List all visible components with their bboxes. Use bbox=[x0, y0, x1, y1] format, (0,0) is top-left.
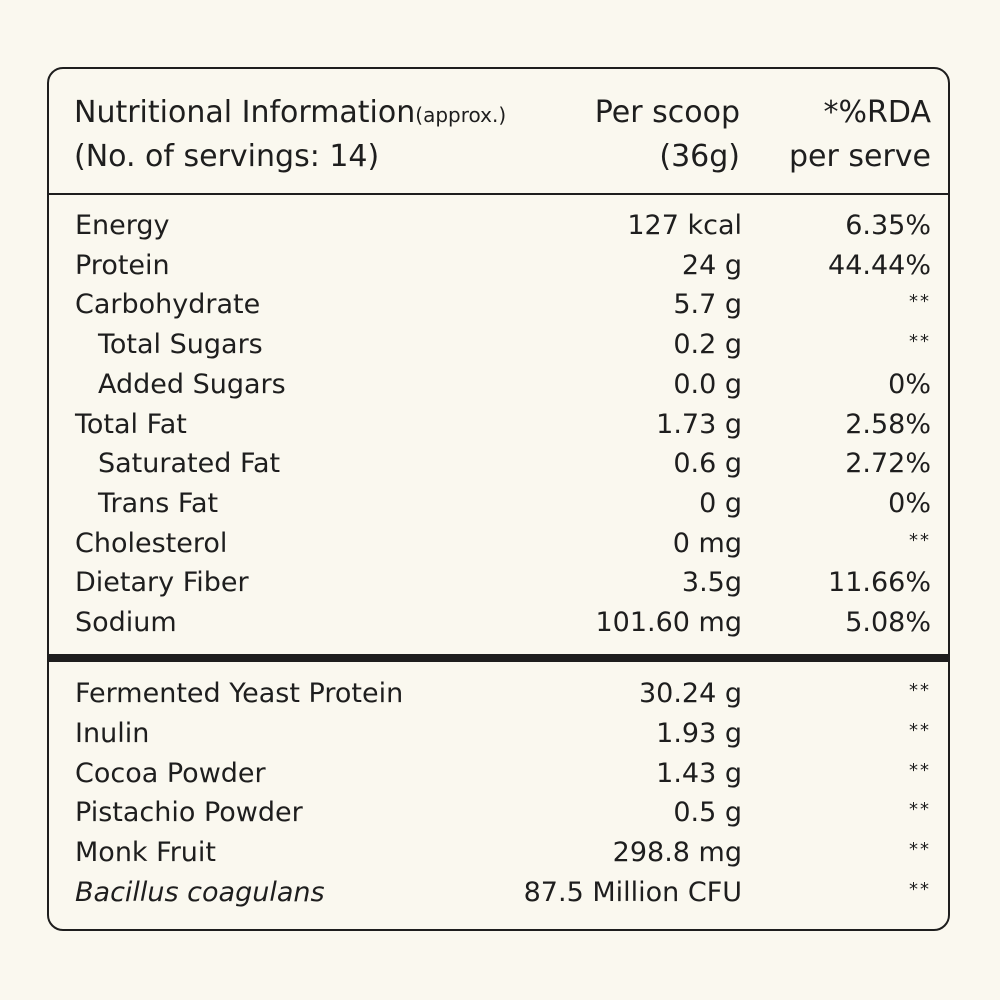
table-row: Fermented Yeast Protein 30.24 g ** bbox=[49, 674, 948, 714]
nutrient-rda: 44.44% bbox=[828, 250, 931, 281]
ingredient-label: Pistachio Powder bbox=[75, 797, 303, 828]
nutrient-value: 0 g bbox=[699, 488, 742, 519]
ingredient-value: 1.93 g bbox=[656, 718, 742, 749]
nutrient-label: Dietary Fiber bbox=[75, 567, 249, 598]
nutrient-value: 101.60 mg bbox=[595, 607, 743, 638]
nutrient-rda: 0% bbox=[888, 369, 931, 400]
nutrient-value: 1.73 g bbox=[656, 409, 742, 440]
table-row: Dietary Fiber 3.5g 11.66% bbox=[49, 563, 948, 603]
table-row: Saturated Fat 0.6 g 2.72% bbox=[49, 444, 948, 484]
nutrient-label: Protein bbox=[75, 250, 170, 281]
nutrient-label: Cholesterol bbox=[75, 528, 228, 559]
ingredient-rda: ** bbox=[909, 680, 931, 701]
table-row: Cholesterol 0 mg ** bbox=[49, 524, 948, 564]
ingredient-rda: ** bbox=[909, 839, 931, 860]
table-row: Total Fat 1.73 g 2.58% bbox=[49, 405, 948, 445]
table-row: Total Sugars 0.2 g ** bbox=[49, 325, 948, 365]
ingredient-label: Cocoa Powder bbox=[75, 758, 266, 789]
header-serving-size: (36g) bbox=[659, 139, 740, 174]
nutrient-rda: 2.72% bbox=[845, 448, 931, 479]
header-per-scoop: Per scoop bbox=[594, 95, 740, 130]
header-rda: *%RDA bbox=[823, 95, 931, 130]
ingredient-label: Bacillus coagulans bbox=[75, 877, 325, 908]
nutrient-rda: ** bbox=[909, 530, 931, 551]
header-title-suffix: (approx.) bbox=[415, 103, 507, 127]
table-row: Carbohydrate 5.7 g ** bbox=[49, 285, 948, 325]
ingredient-rda: ** bbox=[909, 720, 931, 741]
table-row: Monk Fruit 298.8 mg ** bbox=[49, 833, 948, 873]
table-row: Cocoa Powder 1.43 g ** bbox=[49, 754, 948, 794]
nutrition-panel: Nutritional Information(approx.) (No. of… bbox=[47, 67, 950, 931]
nutrient-value: 0.0 g bbox=[673, 369, 742, 400]
nutrient-value: 24 g bbox=[681, 250, 742, 281]
nutrient-label: Total Sugars bbox=[98, 329, 263, 360]
nutrient-value: 0.6 g bbox=[673, 448, 742, 479]
ingredient-label: Fermented Yeast Protein bbox=[75, 678, 404, 709]
nutrient-rda: 6.35% bbox=[845, 210, 931, 241]
table-row: Added Sugars 0.0 g 0% bbox=[49, 365, 948, 405]
ingredient-rda: ** bbox=[909, 879, 931, 900]
header-servings: (No. of servings: 14) bbox=[74, 139, 380, 174]
nutrient-value: 127 kcal bbox=[627, 210, 742, 241]
ingredient-value: 87.5 Million CFU bbox=[523, 877, 742, 908]
nutrient-rda: 2.58% bbox=[845, 409, 931, 440]
ingredient-rda: ** bbox=[909, 799, 931, 820]
ingredient-value: 1.43 g bbox=[656, 758, 742, 789]
nutrient-label: Trans Fat bbox=[98, 488, 219, 519]
table-row: Bacillus coagulans 87.5 Million CFU ** bbox=[49, 873, 948, 913]
nutrient-rda: ** bbox=[909, 291, 931, 312]
table-header: Nutritional Information(approx.) (No. of… bbox=[49, 69, 948, 195]
ingredient-label: Inulin bbox=[75, 718, 150, 749]
ingredient-value: 0.5 g bbox=[673, 797, 742, 828]
ingredient-value: 298.8 mg bbox=[612, 837, 742, 868]
header-per-serve: per serve bbox=[788, 139, 931, 174]
table-row: Protein 24 g 44.44% bbox=[49, 246, 948, 286]
ingredient-rda: ** bbox=[909, 760, 931, 781]
nutrient-value: 0 mg bbox=[672, 528, 742, 559]
nutrient-label: Sodium bbox=[75, 607, 177, 638]
header-title-line: Nutritional Information(approx.) bbox=[74, 93, 506, 135]
nutrient-label: Energy bbox=[75, 210, 170, 241]
table-row: Inulin 1.93 g ** bbox=[49, 714, 948, 754]
nutrient-label: Carbohydrate bbox=[75, 289, 261, 320]
ingredient-value: 30.24 g bbox=[638, 678, 742, 709]
table-row: Energy 127 kcal 6.35% bbox=[49, 206, 948, 246]
table-row: Sodium 101.60 mg 5.08% bbox=[49, 603, 948, 643]
nutrient-label: Total Fat bbox=[75, 409, 187, 440]
nutrient-label: Saturated Fat bbox=[98, 448, 281, 479]
nutrient-rda: 5.08% bbox=[845, 607, 931, 638]
nutrient-value: 0.2 g bbox=[673, 329, 742, 360]
ingredient-label: Monk Fruit bbox=[75, 837, 217, 868]
nutrient-value: 3.5g bbox=[681, 567, 742, 598]
table-row: Pistachio Powder 0.5 g ** bbox=[49, 793, 948, 833]
nutrient-value: 5.7 g bbox=[673, 289, 742, 320]
table-row: Trans Fat 0 g 0% bbox=[49, 484, 948, 524]
nutrient-rda: ** bbox=[909, 331, 931, 352]
nutrient-rda: 11.66% bbox=[828, 567, 931, 598]
thick-divider bbox=[49, 654, 948, 662]
nutrient-label: Added Sugars bbox=[98, 369, 286, 400]
header-title: Nutritional Information bbox=[74, 95, 416, 130]
nutrient-rda: 0% bbox=[888, 488, 931, 519]
